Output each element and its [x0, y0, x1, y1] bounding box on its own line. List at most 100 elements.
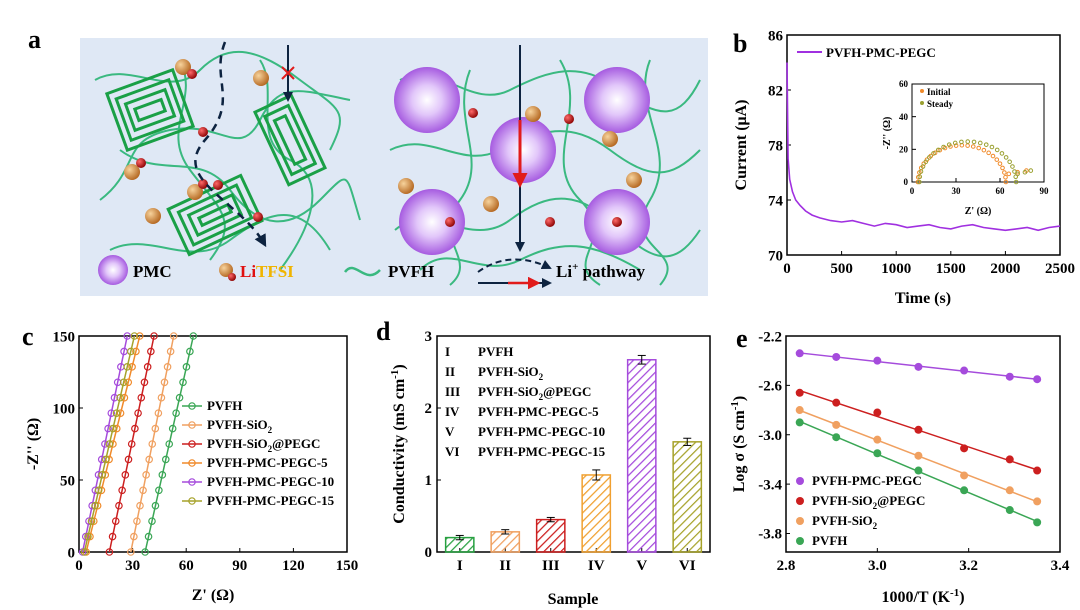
series-point — [121, 471, 130, 479]
series-point — [158, 471, 167, 479]
x-tick-label: 0 — [75, 558, 83, 574]
series-point — [189, 332, 198, 340]
inset-point — [997, 161, 1003, 166]
x-tick-label: 90 — [232, 558, 247, 574]
y-tick-label: 2 — [425, 401, 433, 417]
series-point — [145, 455, 153, 464]
data-point — [1033, 466, 1042, 475]
inset-point — [918, 169, 924, 174]
inset-x-label: Z' (Ω) — [965, 206, 992, 217]
series-point — [182, 363, 191, 371]
series-point — [142, 471, 150, 479]
inset-point — [983, 142, 989, 147]
series-line — [144, 335, 195, 553]
x-tick-label: 1500 — [936, 261, 966, 277]
data-point — [914, 451, 923, 460]
series-point — [119, 378, 128, 387]
inset-point — [1012, 169, 1017, 174]
series-line — [130, 335, 175, 553]
data-point — [1033, 518, 1042, 527]
inset-y-label: -Z'' (Ω) — [882, 117, 893, 150]
series-point — [163, 363, 172, 371]
legend-entry: PVFH-PMC-PEGC-15 — [207, 493, 335, 508]
inset-point — [953, 143, 959, 148]
inset-point — [1010, 164, 1015, 169]
series-point — [124, 455, 133, 464]
legend-entry: PVFH-SiO2@PEGC — [812, 493, 925, 511]
data-point — [914, 466, 923, 475]
series-point — [133, 517, 141, 525]
legend-entry: PVFH-SiO2 — [478, 364, 544, 382]
series-point — [94, 486, 103, 495]
inset-point — [1000, 165, 1005, 171]
inset-point — [915, 179, 921, 185]
legend-entry: PVFH-PMC-PEGC-10 — [478, 424, 605, 439]
inset-point — [927, 155, 932, 160]
legend-entry: PVFH-SiO2 — [207, 417, 273, 435]
bar — [626, 359, 657, 553]
series-point — [107, 409, 116, 417]
crystalline-stacks — [104, 67, 328, 257]
series-point — [115, 501, 123, 510]
y-tick-label: 70 — [768, 248, 783, 264]
series-point — [166, 347, 175, 356]
legend-number: V — [445, 424, 455, 439]
inset-point — [976, 145, 982, 151]
y-tick-label: -3.8 — [758, 527, 782, 543]
x-tick-label: 60 — [179, 558, 194, 574]
x-tick-label: II — [499, 558, 511, 574]
series-point — [155, 486, 163, 495]
schematic-legend: PMC Li TFSI PVFH Li+ pathway — [98, 255, 645, 290]
x-axis-label: Z' (Ω) — [192, 587, 235, 604]
series-point — [97, 455, 106, 464]
series-point — [148, 517, 156, 525]
x-tick-label: IV — [588, 558, 605, 574]
series-point — [81, 532, 90, 541]
inset-point — [1015, 171, 1020, 177]
series-point — [116, 393, 124, 402]
y-axis-label: Conductivity (mS cm-1) — [389, 364, 408, 523]
inset-point — [986, 150, 991, 156]
x-tick-label: 0 — [910, 186, 915, 196]
x-axis-label: Sample — [548, 591, 599, 608]
series-point — [147, 347, 155, 356]
series-point — [161, 455, 170, 464]
series-point — [132, 347, 140, 356]
inset-point — [1003, 179, 1009, 185]
series-point — [101, 440, 109, 448]
series-line — [81, 335, 128, 553]
panel-c-label: c — [22, 322, 34, 351]
y-tick-label: 150 — [53, 329, 76, 345]
legend-marker — [796, 497, 804, 505]
series-point — [144, 532, 153, 541]
legend-entry: PVFH-PMC-PEGC-10 — [207, 474, 334, 489]
y-tick-label: -2.2 — [758, 329, 782, 345]
y-tick-label: 1 — [425, 473, 433, 489]
series-point — [148, 440, 157, 448]
data-point — [873, 408, 882, 417]
series-point — [137, 393, 146, 402]
data-point — [1005, 372, 1014, 381]
series-line — [786, 62, 1061, 232]
li-paths — [194, 41, 528, 252]
series-line — [83, 335, 136, 553]
data-point — [795, 418, 804, 427]
x-tick-label: 150 — [336, 558, 359, 574]
inset-point — [941, 144, 946, 150]
y-tick-label: 74 — [768, 193, 784, 209]
data-point — [873, 449, 882, 458]
series-point — [151, 424, 160, 433]
series-point — [108, 532, 117, 541]
x-tick-label: 0 — [783, 261, 791, 277]
y-tick-label: -2.6 — [758, 379, 782, 395]
inset-point — [917, 179, 922, 185]
series-point — [84, 532, 92, 541]
ion-pairs — [124, 59, 642, 227]
data-point — [832, 352, 841, 361]
series-point — [143, 363, 152, 371]
y-tick-label: 82 — [768, 83, 783, 99]
series-point — [109, 424, 117, 433]
panel-b-label: b — [733, 29, 747, 58]
series-point — [154, 409, 163, 417]
